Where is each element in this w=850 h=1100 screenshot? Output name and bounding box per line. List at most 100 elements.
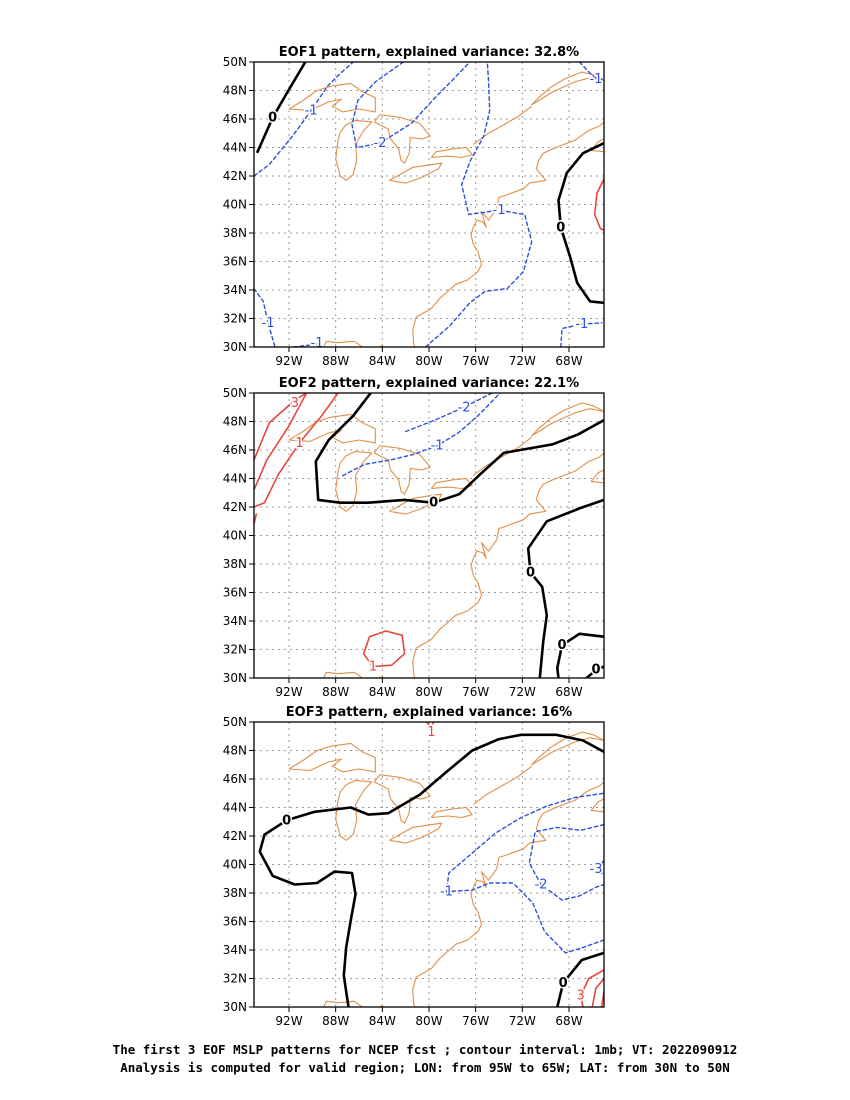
y-tick-label: 40N [223, 198, 247, 212]
contour-line [254, 393, 339, 508]
x-tick-label: 76W [462, 354, 489, 368]
x-tick-label: 80W [415, 1014, 442, 1028]
x-tick-label: 92W [275, 685, 302, 699]
coastline [412, 781, 604, 1007]
contour-line [560, 322, 603, 347]
coastline [430, 477, 473, 490]
x-tick-label: 84W [369, 685, 396, 699]
contour-line [591, 977, 604, 1007]
contour-label: 0 [429, 496, 438, 511]
y-tick-label: 46N [223, 443, 247, 457]
y-tick-label: 36N [223, 915, 247, 929]
coastline [335, 450, 373, 512]
y-tick-label: 32N [223, 643, 247, 657]
contour-label: 0 [556, 220, 565, 235]
contour-label: 0 [268, 111, 277, 126]
y-tick-label: 44N [223, 801, 247, 815]
y-tick-label: 48N [223, 744, 247, 758]
coastline [472, 765, 533, 806]
contour-label: 0 [559, 976, 568, 991]
x-tick-label: 92W [275, 354, 302, 368]
x-tick-label: 68W [555, 685, 582, 699]
contour-label: -1 [440, 885, 453, 900]
coastline [472, 436, 533, 477]
coastline [472, 105, 533, 146]
eof-panel-3: EOF3 pattern, explained variance: 16%003… [223, 705, 605, 1028]
contour-line [445, 792, 604, 954]
y-tick-label: 30N [223, 340, 247, 354]
coastline [288, 742, 376, 773]
contour-label: 3 [577, 989, 585, 1004]
y-tick-label: 38N [223, 886, 247, 900]
x-tick-label: 72W [509, 354, 536, 368]
x-tick-label: 88W [322, 685, 349, 699]
x-tick-label: 68W [555, 354, 582, 368]
coastline [288, 413, 376, 444]
contour-label: -1 [311, 336, 324, 351]
contour-label: -1 [493, 203, 506, 218]
x-tick-label: 84W [369, 1014, 396, 1028]
panel-title: EOF2 pattern, explained variance: 22.1% [279, 376, 579, 391]
coastline [412, 452, 604, 678]
contour-line [314, 393, 604, 505]
coastline [389, 822, 443, 844]
y-tick-label: 50N [223, 386, 247, 400]
coastline [430, 806, 473, 819]
eof-panel-1: EOF1 pattern, explained variance: 32.8% 0… [223, 45, 605, 368]
contours [254, 62, 604, 347]
contours [254, 393, 604, 678]
contour-line [528, 823, 604, 901]
contour-label: -1 [262, 316, 275, 331]
y-tick-label: 44N [223, 141, 247, 155]
coastline [531, 71, 604, 106]
contour-label: 1 [295, 436, 303, 451]
y-tick-label: 50N [223, 715, 247, 729]
y-tick-label: 32N [223, 312, 247, 326]
y-tick-label: 48N [223, 415, 247, 429]
contour-line [256, 62, 307, 154]
contour-line [254, 62, 354, 177]
coastline [389, 493, 443, 515]
gridlines [254, 393, 604, 678]
x-tick-label: 68W [555, 1014, 582, 1028]
contour-line [351, 62, 471, 149]
contour-label: 0 [282, 813, 291, 828]
y-tick-label: 44N [223, 472, 247, 486]
contour-line [424, 62, 533, 347]
contour-line [578, 62, 604, 80]
coastline [323, 340, 385, 347]
x-tick-label: 92W [275, 1014, 302, 1028]
coastline [335, 779, 373, 841]
coastlines [288, 71, 604, 347]
contour-line [362, 630, 406, 668]
y-tick-label: 30N [223, 671, 247, 685]
y-tick-label: 34N [223, 283, 247, 297]
contour-label: -2 [374, 136, 387, 151]
coastline [389, 162, 443, 184]
coastline [590, 798, 604, 813]
y-tick-label: 36N [223, 586, 247, 600]
coastline [412, 121, 604, 347]
contour-line [593, 178, 604, 231]
coastline [323, 671, 385, 678]
contour-label: 0 [591, 662, 600, 677]
contour-line [258, 733, 604, 1007]
y-tick-label: 36N [223, 255, 247, 269]
contour-label: -3 [590, 862, 603, 877]
y-tick-label: 50N [223, 55, 247, 69]
contour-line [425, 722, 435, 729]
contour-label: -1 [575, 317, 588, 332]
x-tick-label: 76W [462, 1014, 489, 1028]
y-tick-label: 32N [223, 972, 247, 986]
y-tick-label: 48N [223, 84, 247, 98]
contour-label: -2 [535, 877, 548, 892]
contour-line [405, 393, 493, 433]
contour-label: 0 [557, 638, 566, 653]
coastline [531, 731, 604, 766]
coastline [335, 119, 373, 181]
y-tick-label: 30N [223, 1000, 247, 1014]
coastlines [288, 731, 604, 1007]
y-tick-label: 42N [223, 500, 247, 514]
x-tick-label: 72W [509, 1014, 536, 1028]
contour-line [254, 287, 276, 347]
